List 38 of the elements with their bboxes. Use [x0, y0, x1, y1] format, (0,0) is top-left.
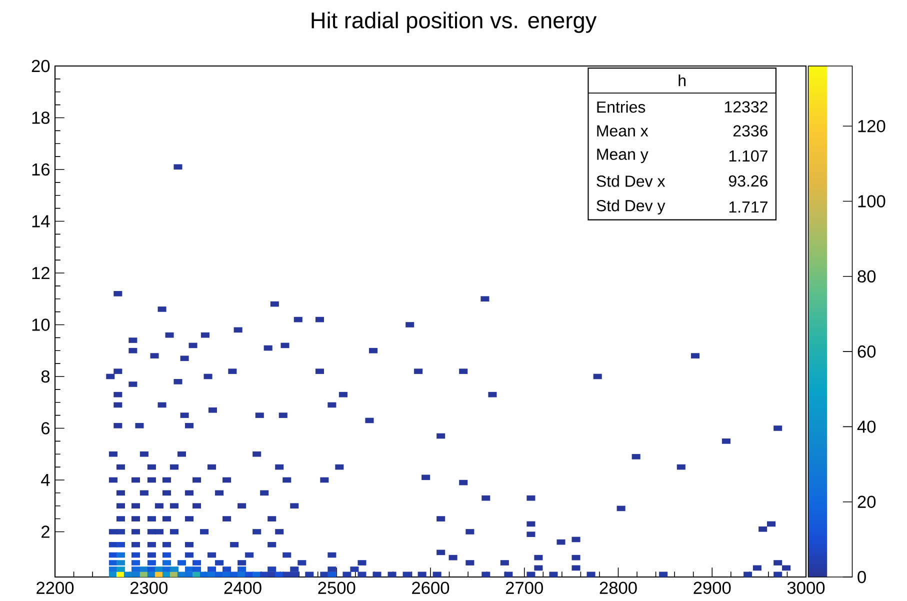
y-tick-label: 8 — [41, 370, 50, 383]
y-tick-label: 18 — [32, 112, 50, 124]
y-tick-label: 20 — [32, 60, 50, 72]
y-tick-label: 16 — [32, 163, 50, 176]
color-bar-label: 60 — [858, 345, 876, 358]
annotation: Mean y — [597, 148, 648, 164]
x-tick-label: 3000 — [787, 582, 825, 594]
chart-title: Hit radial position vs. energy — [312, 12, 597, 33]
y-tick-label: 14 — [32, 215, 50, 228]
x-tick-label: 2600 — [412, 582, 450, 594]
y-tick-label: 6 — [42, 422, 50, 434]
annotation: Std Dev y — [596, 200, 666, 214]
x-tick-label: 2500 — [318, 582, 356, 594]
color-bar-label: 20 — [858, 496, 876, 508]
annotation: 2336 — [733, 125, 768, 137]
color-bar-label: 100 — [858, 195, 886, 208]
annotation: 93.26 — [728, 175, 768, 187]
y-tick-label: 10 — [32, 318, 50, 331]
x-tick-label: 2800 — [600, 582, 637, 594]
x-tick-label: 2700 — [506, 582, 543, 594]
annotation: 1.717 — [729, 202, 768, 213]
annotation: 12332 — [724, 101, 768, 113]
color-bar-label: 40 — [857, 420, 876, 433]
color-bar-label: 80 — [858, 270, 876, 283]
color-bar-label: 0 — [858, 570, 866, 584]
annotation: Std Dev x — [596, 175, 666, 187]
annotation: h — [678, 74, 686, 86]
annotation: 1.107 — [729, 150, 768, 162]
y-tick-label: 2 — [42, 526, 50, 538]
color-bar-label: 120 — [858, 120, 886, 132]
x-tick-label: 2400 — [224, 582, 262, 594]
annotation: Entries — [597, 101, 646, 113]
y-tick-label: 12 — [32, 266, 50, 280]
annotation: Mean x — [597, 125, 648, 136]
y-tick-label: 4 — [41, 474, 50, 486]
x-tick-label: 2200 — [36, 582, 74, 594]
x-tick-label: 2300 — [130, 582, 168, 594]
x-tick-label: 2900 — [694, 582, 731, 594]
